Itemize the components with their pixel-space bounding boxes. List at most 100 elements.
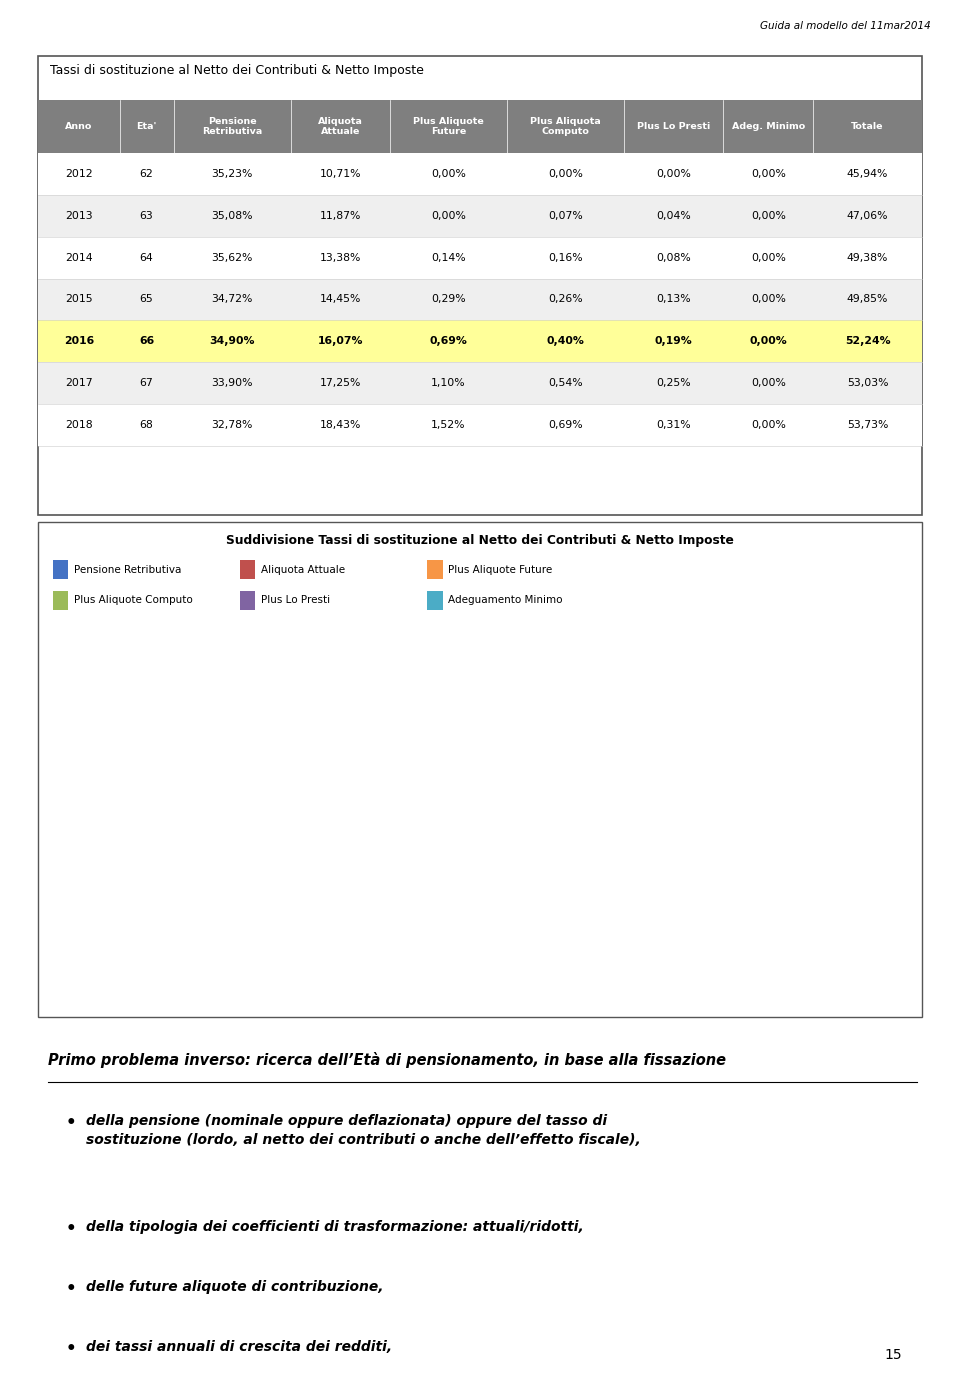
Text: 0,14%: 0,14%: [431, 252, 466, 263]
Bar: [476, 703, 546, 705]
Text: della pensione (nominale oppure deflazionata) oppure del tasso di
sostituzione (: della pensione (nominale oppure deflazio…: [86, 1114, 641, 1146]
Text: 0,16%: 0,16%: [548, 252, 583, 263]
Bar: [819, 684, 890, 687]
Text: Aliquota
Attuale: Aliquota Attuale: [318, 117, 363, 137]
Text: 53,03%: 53,03%: [847, 378, 888, 389]
Text: 33,90%: 33,90%: [211, 378, 252, 389]
Text: Adeguamento Minimo: Adeguamento Minimo: [448, 595, 563, 606]
Text: 0,07%: 0,07%: [548, 210, 583, 221]
Bar: [819, 687, 890, 695]
Bar: [590, 692, 661, 696]
Text: 47,06%: 47,06%: [847, 210, 888, 221]
Text: 53,73%: 53,73%: [847, 419, 888, 430]
Text: 16,07%: 16,07%: [318, 336, 363, 347]
Text: 0,00%: 0,00%: [751, 210, 786, 221]
Text: Suddivisione Tassi di sostituzione al Netto dei Contributi & Netto Imposte: Suddivisione Tassi di sostituzione al Ne…: [226, 534, 734, 546]
Text: 0,00%: 0,00%: [657, 169, 691, 180]
Text: 2016: 2016: [63, 336, 94, 347]
Text: 0,26%: 0,26%: [548, 294, 583, 305]
Text: Tassi di sostituzione al Netto dei Contributi & Netto Imposte: Tassi di sostituzione al Netto dei Contr…: [50, 64, 423, 77]
Bar: [247, 777, 318, 958]
Bar: [705, 784, 776, 958]
Text: 2012: 2012: [65, 169, 93, 180]
Bar: [247, 717, 318, 777]
Text: 67: 67: [139, 378, 154, 389]
Text: Adeg. Minimo: Adeg. Minimo: [732, 123, 805, 131]
Text: 2014: 2014: [65, 252, 93, 263]
Text: •: •: [65, 1340, 76, 1358]
Text: 34,72%: 34,72%: [211, 294, 252, 305]
Text: della tipologia dei coefficienti di trasformazione: attuali/ridotti,: della tipologia dei coefficienti di tras…: [86, 1220, 584, 1234]
Bar: [361, 775, 432, 958]
Bar: [590, 691, 661, 692]
Text: Plus Lo Presti: Plus Lo Presti: [637, 123, 710, 131]
Bar: [705, 687, 776, 690]
Bar: [819, 683, 890, 684]
Bar: [476, 705, 546, 780]
Text: delle future aliquote di contribuzione,: delle future aliquote di contribuzione,: [86, 1280, 384, 1294]
Text: Plus Lo Presti: Plus Lo Presti: [261, 595, 330, 606]
Text: Plus Aliquote Future: Plus Aliquote Future: [448, 564, 553, 575]
Text: 0,00%: 0,00%: [751, 294, 786, 305]
Text: Plus Aliquote Computo: Plus Aliquote Computo: [74, 595, 193, 606]
Text: 1,52%: 1,52%: [431, 419, 466, 430]
Bar: [705, 695, 776, 784]
Text: 2013: 2013: [65, 210, 93, 221]
Text: 14,45%: 14,45%: [320, 294, 361, 305]
Text: Primo problema inverso: ricerca dell’Età di pensionamento, in base alla fissazio: Primo problema inverso: ricerca dell’Età…: [48, 1052, 726, 1067]
Bar: [361, 706, 432, 775]
Text: Plus Aliquota
Computo: Plus Aliquota Computo: [530, 117, 601, 137]
Text: 66: 66: [139, 336, 155, 347]
Text: 35,62%: 35,62%: [211, 252, 252, 263]
Text: 0,00%: 0,00%: [548, 169, 583, 180]
Text: 49,85%: 49,85%: [847, 294, 888, 305]
Text: Totale: Totale: [852, 123, 884, 131]
Text: Guida al modello del 11mar2014: Guida al modello del 11mar2014: [760, 21, 931, 31]
Text: 15: 15: [884, 1348, 901, 1362]
Text: 0,00%: 0,00%: [431, 169, 466, 180]
Text: 0,00%: 0,00%: [751, 169, 786, 180]
Text: Aliquota Attuale: Aliquota Attuale: [261, 564, 346, 575]
Bar: [819, 790, 890, 958]
Text: 0,00%: 0,00%: [751, 252, 786, 263]
Text: 0,69%: 0,69%: [548, 419, 583, 430]
Text: Eta': Eta': [136, 123, 156, 131]
Text: 2018: 2018: [65, 419, 93, 430]
Text: 17,25%: 17,25%: [320, 378, 361, 389]
Text: 49,38%: 49,38%: [847, 252, 888, 263]
Text: dei tassi annuali di crescita dei redditi,: dei tassi annuali di crescita dei reddit…: [86, 1340, 393, 1354]
Text: 13,38%: 13,38%: [320, 252, 361, 263]
Text: 0,04%: 0,04%: [657, 210, 691, 221]
Text: 63: 63: [139, 210, 154, 221]
Text: 10,71%: 10,71%: [320, 169, 361, 180]
Text: 64: 64: [139, 252, 154, 263]
Text: 52,24%: 52,24%: [845, 336, 890, 347]
Text: Anno: Anno: [65, 123, 93, 131]
Text: 0,69%: 0,69%: [429, 336, 468, 347]
Text: 35,08%: 35,08%: [211, 210, 252, 221]
Text: Pensione Retributiva: Pensione Retributiva: [74, 564, 181, 575]
Bar: [590, 696, 661, 779]
Text: 1,10%: 1,10%: [431, 378, 466, 389]
Bar: [132, 722, 204, 777]
Text: 62: 62: [139, 169, 154, 180]
Text: 0,08%: 0,08%: [657, 252, 691, 263]
Bar: [132, 777, 204, 958]
Text: 11,87%: 11,87%: [320, 210, 361, 221]
Text: 34,90%: 34,90%: [209, 336, 255, 347]
Text: 0,54%: 0,54%: [548, 378, 583, 389]
Text: Plus Aliquote
Future: Plus Aliquote Future: [413, 117, 484, 137]
Text: 65: 65: [139, 294, 154, 305]
Text: 0,00%: 0,00%: [751, 378, 786, 389]
Text: Pensione
Retributiva: Pensione Retributiva: [202, 117, 262, 137]
Text: 0,25%: 0,25%: [657, 378, 691, 389]
Text: 32,78%: 32,78%: [211, 419, 252, 430]
Bar: [819, 695, 890, 790]
Bar: [705, 690, 776, 695]
Text: 0,19%: 0,19%: [655, 336, 692, 347]
Text: 0,31%: 0,31%: [657, 419, 691, 430]
Bar: [590, 779, 661, 958]
Text: 0,40%: 0,40%: [546, 336, 585, 347]
Text: •: •: [65, 1114, 76, 1133]
Text: 35,23%: 35,23%: [211, 169, 252, 180]
